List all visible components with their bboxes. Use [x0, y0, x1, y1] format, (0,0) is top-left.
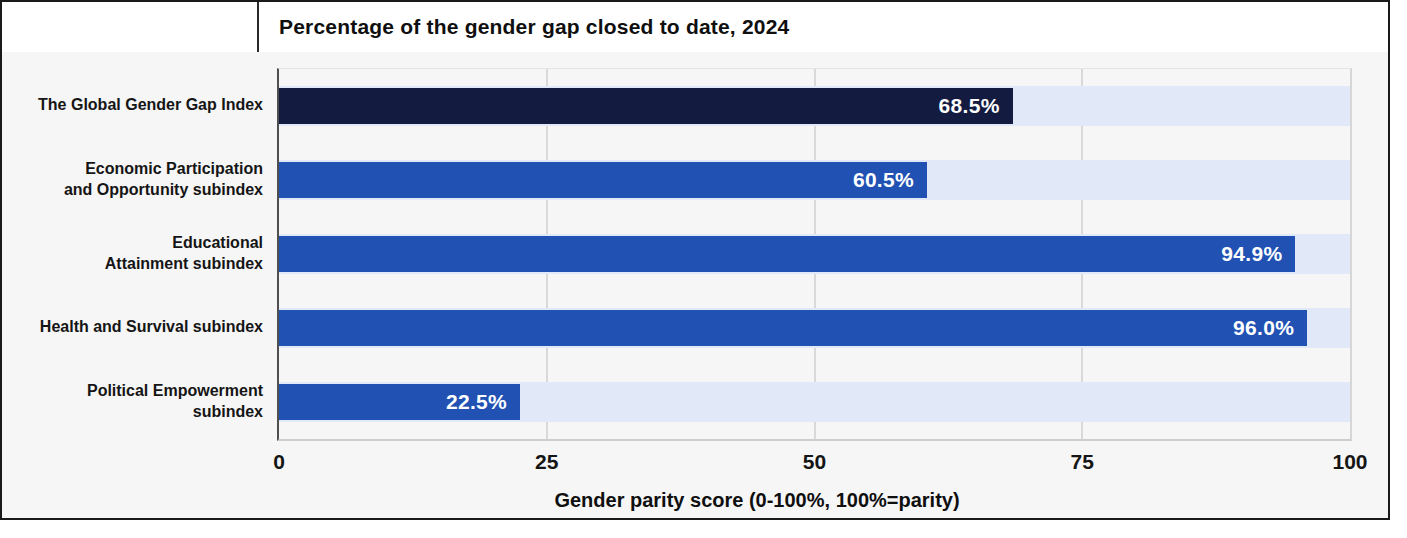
bar-track: 68.5% [279, 86, 1350, 126]
bar-track: 96.0% [279, 308, 1350, 348]
bar-row: 96.0% [279, 291, 1350, 365]
x-axis-title: Gender parity score (0-100%, 100%=parity… [554, 489, 959, 512]
bar: 96.0% [279, 310, 1307, 346]
bar: 68.5% [279, 88, 1013, 124]
bar-value-label: 22.5% [446, 390, 520, 414]
category-label: Political Empowermentsubindex [2, 364, 263, 438]
bar-track: 22.5% [279, 382, 1350, 422]
x-axis-ticks: 0255075100 [279, 450, 1350, 476]
category-labels: The Global Gender Gap IndexEconomic Part… [2, 68, 263, 438]
bar: 60.5% [279, 162, 927, 198]
chart-frame: Percentage of the gender gap closed to d… [0, 0, 1390, 520]
bar-row: 22.5% [279, 365, 1350, 439]
bar: 22.5% [279, 384, 520, 420]
x-tick-label: 75 [1071, 450, 1094, 474]
title-band: Percentage of the gender gap closed to d… [2, 2, 1388, 52]
bar-value-label: 60.5% [853, 168, 927, 192]
bar-row: 68.5% [279, 69, 1350, 143]
category-label: The Global Gender Gap Index [2, 68, 263, 142]
bar-track: 94.9% [279, 234, 1350, 274]
bar-value-label: 96.0% [1233, 316, 1307, 340]
bar-row: 94.9% [279, 217, 1350, 291]
bar-value-label: 94.9% [1221, 242, 1295, 266]
x-tick-label: 0 [273, 450, 285, 474]
chart-title: Percentage of the gender gap closed to d… [279, 2, 789, 52]
bar-row: 60.5% [279, 143, 1350, 217]
category-label: EducationalAttainment subindex [2, 216, 263, 290]
x-tick-label: 100 [1332, 450, 1367, 474]
x-tick-label: 50 [803, 450, 826, 474]
x-tick-label: 25 [535, 450, 558, 474]
title-divider [257, 2, 259, 52]
bars-layer: 68.5% 60.5% 94.9% 96.0% 22.5% [279, 69, 1350, 439]
bar: 94.9% [279, 236, 1295, 272]
category-label: Health and Survival subindex [2, 290, 263, 364]
bar-track: 60.5% [279, 160, 1350, 200]
plot-area: 68.5% 60.5% 94.9% 96.0% 22.5% [277, 68, 1352, 441]
category-label: Economic Participationand Opportunity su… [2, 142, 263, 216]
bar-value-label: 68.5% [939, 94, 1013, 118]
chart-body: The Global Gender Gap IndexEconomic Part… [2, 52, 1388, 518]
